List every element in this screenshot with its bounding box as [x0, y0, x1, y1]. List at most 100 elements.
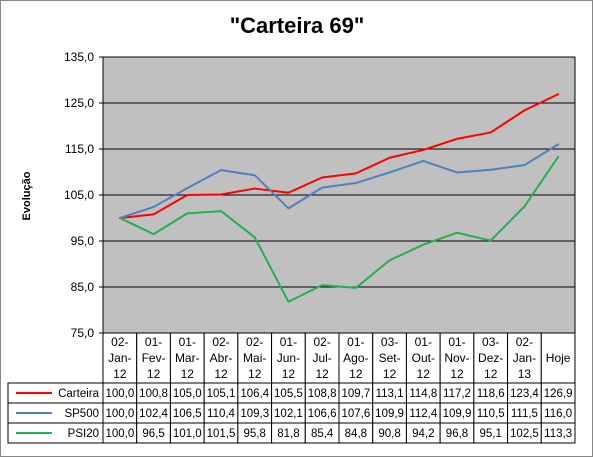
category-label: 12 [147, 367, 161, 381]
data-label: 109,9 [443, 408, 472, 420]
category-cell [473, 332, 509, 384]
data-label: 102,4 [139, 408, 168, 420]
category-label: 03- [381, 335, 398, 349]
series-line-psi20 [118, 155, 560, 303]
data-table: 02- Jan- 12 01- Fev- 12 01- Mar- 12 02- Abr- 12 02- M… [7, 332, 576, 444]
data-label: 95,8 [244, 428, 266, 440]
category-label: 12 [113, 367, 127, 381]
data-label: 114,8 [409, 388, 437, 400]
category-label: 03- [482, 335, 499, 349]
data-label: 113,1 [376, 388, 404, 400]
category-cell [540, 332, 576, 384]
series-line-carteira [118, 93, 560, 219]
data-label: 110,5 [477, 408, 505, 420]
data-label: 108,8 [308, 388, 337, 400]
y-tick-label: 95,0 [71, 234, 95, 248]
category-cell [439, 332, 475, 384]
category-label: Ago- [343, 351, 368, 365]
category-cell [136, 332, 171, 384]
category-cell [405, 332, 441, 384]
data-label: 102,1 [274, 408, 303, 420]
data-label: 100,8 [139, 388, 168, 400]
data-label: 110,4 [207, 408, 236, 420]
legend-label: SP500 [64, 408, 99, 420]
data-label: 101,0 [173, 428, 202, 440]
category-label: 12 [349, 367, 363, 381]
value-cell [540, 422, 576, 444]
legend-label: Carteira [58, 388, 100, 400]
data-label: 100,0 [105, 428, 134, 440]
data-label: 109,7 [341, 388, 370, 400]
category-label: Jul- [312, 351, 331, 365]
category-label: 12 [417, 367, 431, 381]
data-label: 96,5 [142, 428, 164, 440]
category-label: Dez- [478, 351, 503, 365]
category-label: 12 [383, 367, 397, 381]
y-tick-label: 125,0 [64, 96, 94, 110]
category-label: 01- [415, 335, 432, 349]
y-axis-label: Evolução [21, 171, 33, 220]
series-line-sp500 [118, 143, 560, 219]
data-label: 105,1 [207, 388, 236, 400]
category-label: 12 [214, 367, 228, 381]
category-label: 12 [181, 367, 195, 381]
category-label: 01- [448, 335, 465, 349]
category-label: Mai- [243, 351, 266, 365]
y-tick-label: 135,0 [64, 50, 94, 64]
data-label: 112,4 [409, 408, 438, 420]
data-label: 105,5 [274, 388, 303, 400]
data-label: 109,9 [375, 408, 404, 420]
data-label: 84,8 [345, 428, 367, 440]
data-label: 106,6 [308, 408, 337, 420]
data-label: 100,0 [105, 408, 134, 420]
data-label: 85,4 [311, 428, 334, 440]
chart-title: "Carteira 69" [230, 13, 365, 38]
category-cell [372, 332, 407, 384]
category-label: 13 [518, 367, 532, 381]
data-label: 90,8 [378, 428, 400, 440]
data-label: 105,0 [173, 388, 202, 400]
category-label: 01- [280, 335, 297, 349]
category-label: Jun- [277, 351, 300, 365]
category-label: 01- [145, 335, 162, 349]
legend-label: PSI20 [68, 428, 99, 440]
data-label: 107,6 [341, 408, 370, 420]
y-tick-label: 105,0 [64, 188, 94, 202]
plot-area: 135,0 125,0 115,0 105,0 95,0 85,0 75,0 [64, 50, 576, 340]
category-cell [203, 332, 239, 384]
data-label: 94,2 [412, 428, 434, 440]
category-label: 01- [347, 335, 364, 349]
data-label: 101,5 [207, 428, 236, 440]
data-label: 100,0 [105, 388, 134, 400]
category-label: Jan- [108, 351, 131, 365]
data-label: 106,5 [173, 408, 202, 420]
category-label: 12 [315, 367, 329, 381]
data-label: 126,9 [544, 388, 573, 400]
category-label: 02- [212, 335, 229, 349]
category-cell [304, 332, 340, 384]
category-label: Out- [412, 351, 435, 365]
data-label: 117,2 [443, 388, 471, 400]
category-label: Fev- [142, 351, 166, 365]
data-label: 113,3 [544, 428, 572, 440]
category-label: 12 [484, 367, 498, 381]
category-label: Abr- [210, 351, 233, 365]
y-tick-label: 85,0 [71, 280, 95, 294]
data-label: 116,0 [544, 408, 572, 420]
y-tick-label: 75,0 [71, 326, 95, 340]
data-label: 118,6 [477, 388, 505, 400]
data-label: 81,8 [277, 428, 299, 440]
category-label: 02- [313, 335, 330, 349]
category-label: Nov- [444, 351, 469, 365]
category-label: Mar- [175, 351, 200, 365]
category-label: 02- [111, 335, 128, 349]
category-label: 02- [516, 335, 533, 349]
data-label: 102,5 [510, 428, 539, 440]
data-label: 96,8 [446, 428, 468, 440]
data-label: 95,1 [480, 428, 502, 440]
y-tick-label: 115,0 [65, 142, 94, 156]
category-label: 12 [282, 367, 296, 381]
category-label: Set- [379, 351, 401, 365]
